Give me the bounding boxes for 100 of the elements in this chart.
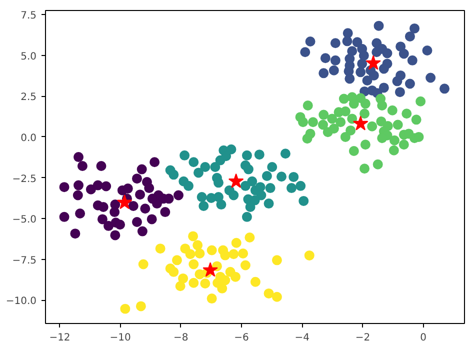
point bbox=[216, 200, 226, 210]
point bbox=[377, 133, 388, 144]
point bbox=[202, 262, 218, 277]
point bbox=[180, 150, 190, 160]
point bbox=[265, 183, 276, 194]
point bbox=[300, 47, 310, 58]
point bbox=[128, 201, 138, 211]
point bbox=[144, 183, 154, 194]
point bbox=[357, 58, 368, 69]
point bbox=[168, 266, 179, 277]
point bbox=[298, 117, 308, 128]
point bbox=[262, 170, 272, 181]
point bbox=[286, 183, 297, 194]
point bbox=[374, 20, 384, 31]
point bbox=[358, 50, 369, 61]
y-tick-label: 5.0 bbox=[20, 51, 37, 62]
x-tick-label: 0 bbox=[420, 332, 426, 344]
point bbox=[367, 121, 378, 132]
point bbox=[230, 272, 240, 282]
point bbox=[330, 55, 340, 66]
point bbox=[366, 55, 381, 70]
point bbox=[59, 182, 70, 192]
point bbox=[226, 144, 236, 154]
point bbox=[272, 255, 282, 266]
point bbox=[238, 248, 248, 258]
point bbox=[240, 260, 250, 270]
point bbox=[264, 288, 274, 298]
point bbox=[244, 232, 255, 242]
point bbox=[344, 74, 355, 84]
point bbox=[140, 204, 150, 214]
point bbox=[330, 38, 340, 48]
point bbox=[206, 245, 217, 256]
point bbox=[138, 259, 148, 270]
point bbox=[440, 84, 450, 94]
point bbox=[243, 164, 254, 174]
point bbox=[212, 278, 223, 288]
point bbox=[206, 294, 217, 304]
point bbox=[188, 157, 199, 168]
point bbox=[247, 176, 258, 186]
point bbox=[228, 173, 244, 188]
x-tick-label: −12 bbox=[49, 332, 70, 344]
x-tick-label: −2 bbox=[355, 332, 370, 344]
point bbox=[340, 106, 350, 116]
point bbox=[414, 132, 424, 142]
point bbox=[411, 114, 422, 125]
point bbox=[410, 23, 420, 34]
point bbox=[228, 190, 239, 200]
point bbox=[398, 140, 409, 150]
point bbox=[210, 162, 220, 172]
point bbox=[150, 157, 160, 168]
point bbox=[86, 184, 96, 194]
point bbox=[388, 145, 399, 156]
point bbox=[376, 116, 386, 126]
point bbox=[322, 127, 333, 138]
point bbox=[302, 134, 312, 144]
point bbox=[298, 196, 309, 206]
point bbox=[352, 116, 368, 130]
point bbox=[132, 174, 142, 184]
y-tick-label: −7.5 bbox=[12, 255, 37, 266]
point bbox=[426, 72, 436, 83]
point bbox=[175, 281, 186, 292]
point bbox=[110, 230, 120, 240]
point bbox=[146, 214, 157, 224]
point bbox=[185, 249, 196, 260]
point bbox=[402, 108, 412, 119]
point bbox=[136, 164, 147, 174]
point bbox=[200, 162, 210, 172]
point bbox=[398, 48, 409, 59]
point bbox=[347, 46, 358, 56]
point bbox=[338, 94, 349, 104]
x-tick-label: −6 bbox=[234, 332, 249, 344]
point bbox=[305, 36, 316, 46]
point bbox=[245, 202, 256, 212]
point bbox=[240, 180, 250, 191]
point bbox=[172, 255, 182, 266]
point bbox=[160, 207, 170, 218]
point bbox=[74, 180, 84, 190]
point bbox=[168, 170, 179, 180]
point bbox=[340, 132, 350, 142]
point bbox=[137, 226, 148, 236]
point bbox=[178, 273, 188, 284]
point bbox=[196, 192, 207, 202]
point bbox=[368, 70, 379, 80]
point bbox=[302, 100, 313, 110]
point bbox=[288, 172, 299, 182]
point bbox=[116, 194, 132, 210]
point bbox=[96, 161, 106, 172]
point bbox=[276, 172, 287, 182]
x-tick-label: −8 bbox=[174, 332, 188, 344]
point bbox=[110, 200, 120, 210]
point bbox=[336, 117, 346, 128]
point bbox=[256, 190, 266, 200]
point bbox=[372, 47, 382, 58]
point bbox=[352, 37, 362, 48]
point bbox=[404, 78, 415, 89]
point bbox=[213, 178, 224, 188]
y-tick-label: 7.5 bbox=[20, 10, 37, 22]
point bbox=[174, 190, 184, 200]
y-tick-label: 0.0 bbox=[20, 132, 37, 144]
y-tick-label: −5.0 bbox=[12, 214, 37, 226]
